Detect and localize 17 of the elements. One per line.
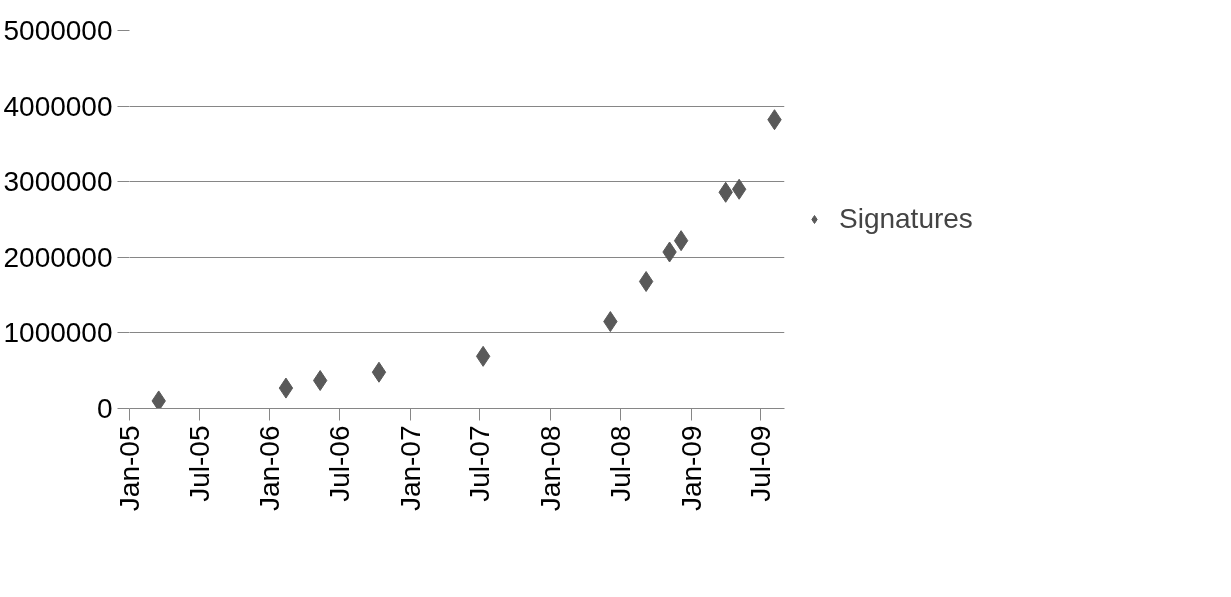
x-tick-label: Jul-08: [604, 425, 636, 502]
y-tick-label: 2000000: [3, 241, 113, 273]
x-tick-label: Jan-07: [394, 425, 426, 512]
x-tick-label: Jul-06: [323, 425, 355, 502]
x-tick-label: Jan-05: [114, 425, 145, 512]
legend-label: Signatures: [839, 203, 973, 235]
x-tick-label: Jul-09: [745, 425, 777, 502]
x-tick-label: Jul-07: [464, 425, 496, 502]
x-tick-label: Jan-09: [675, 425, 707, 512]
y-tick-label: 4000000: [3, 90, 113, 122]
x-tick-label: Jan-06: [254, 425, 286, 512]
y-tick-label: 1000000: [3, 317, 113, 349]
x-tick-label: Jul-05: [183, 425, 215, 502]
y-tick-label: 5000000: [3, 15, 113, 46]
y-tick-label: 0: [96, 393, 113, 424]
x-tick-label: Jan-08: [534, 425, 566, 512]
y-tick-label: 3000000: [3, 166, 113, 198]
